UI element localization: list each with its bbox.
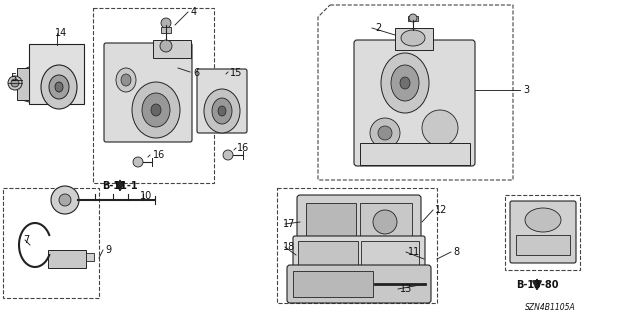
Text: 10: 10 <box>140 191 152 201</box>
Bar <box>86 253 94 261</box>
Ellipse shape <box>525 208 561 232</box>
Bar <box>360 143 470 165</box>
Ellipse shape <box>51 186 79 214</box>
Bar <box>516 235 570 255</box>
FancyBboxPatch shape <box>354 40 475 166</box>
Ellipse shape <box>132 82 180 138</box>
Text: 3: 3 <box>523 85 529 95</box>
Ellipse shape <box>373 210 397 234</box>
Ellipse shape <box>142 93 170 127</box>
Text: 7: 7 <box>23 235 29 245</box>
Ellipse shape <box>49 75 69 99</box>
Ellipse shape <box>223 150 233 160</box>
Ellipse shape <box>378 126 392 140</box>
FancyBboxPatch shape <box>293 236 425 282</box>
Bar <box>293 271 373 297</box>
Bar <box>153 40 191 58</box>
Ellipse shape <box>381 53 429 113</box>
Ellipse shape <box>116 68 136 92</box>
Bar <box>505 195 580 270</box>
Bar <box>48 250 86 268</box>
Bar <box>17 68 29 100</box>
FancyBboxPatch shape <box>287 265 431 303</box>
Text: 16: 16 <box>153 150 165 160</box>
Text: 16: 16 <box>237 143 249 153</box>
Ellipse shape <box>121 74 131 86</box>
Ellipse shape <box>204 89 240 133</box>
Bar <box>29 44 84 104</box>
Text: B-11-1: B-11-1 <box>102 181 138 191</box>
Ellipse shape <box>41 65 77 109</box>
Bar <box>408 16 418 21</box>
Text: B-13-80: B-13-80 <box>516 280 558 290</box>
Ellipse shape <box>370 118 400 148</box>
Text: 13: 13 <box>400 284 412 294</box>
Text: 11: 11 <box>408 247 420 257</box>
Text: SZN4B1105A: SZN4B1105A <box>525 302 576 311</box>
Ellipse shape <box>133 157 143 167</box>
Ellipse shape <box>409 14 417 22</box>
Text: 9: 9 <box>105 245 111 255</box>
Ellipse shape <box>400 77 410 89</box>
Bar <box>277 188 437 303</box>
Text: 6: 6 <box>193 68 199 78</box>
Ellipse shape <box>218 106 226 116</box>
Text: 5: 5 <box>10 73 16 83</box>
Ellipse shape <box>151 104 161 116</box>
Bar <box>3 188 99 298</box>
Bar <box>298 241 358 276</box>
Ellipse shape <box>401 30 425 46</box>
Text: 15: 15 <box>230 68 243 78</box>
Bar <box>306 203 356 241</box>
Ellipse shape <box>212 98 232 124</box>
FancyBboxPatch shape <box>297 195 421 251</box>
Ellipse shape <box>391 65 419 101</box>
Ellipse shape <box>160 40 172 52</box>
Bar <box>395 28 433 50</box>
Bar <box>161 27 171 33</box>
Ellipse shape <box>55 82 63 92</box>
Text: 12: 12 <box>435 205 447 215</box>
Bar <box>93 8 214 183</box>
FancyBboxPatch shape <box>197 69 247 133</box>
Ellipse shape <box>11 79 19 87</box>
Text: 4: 4 <box>191 7 197 17</box>
Bar <box>360 203 412 241</box>
Ellipse shape <box>161 18 171 28</box>
Ellipse shape <box>422 110 458 146</box>
Text: 2: 2 <box>375 23 381 33</box>
FancyBboxPatch shape <box>104 43 192 142</box>
FancyBboxPatch shape <box>510 201 576 263</box>
Ellipse shape <box>298 248 312 262</box>
Text: 8: 8 <box>453 247 459 257</box>
Bar <box>361 241 419 276</box>
Text: 14: 14 <box>55 28 67 38</box>
Text: 18: 18 <box>283 242 295 252</box>
Ellipse shape <box>8 76 22 90</box>
Text: 17: 17 <box>283 219 296 229</box>
Ellipse shape <box>59 194 71 206</box>
